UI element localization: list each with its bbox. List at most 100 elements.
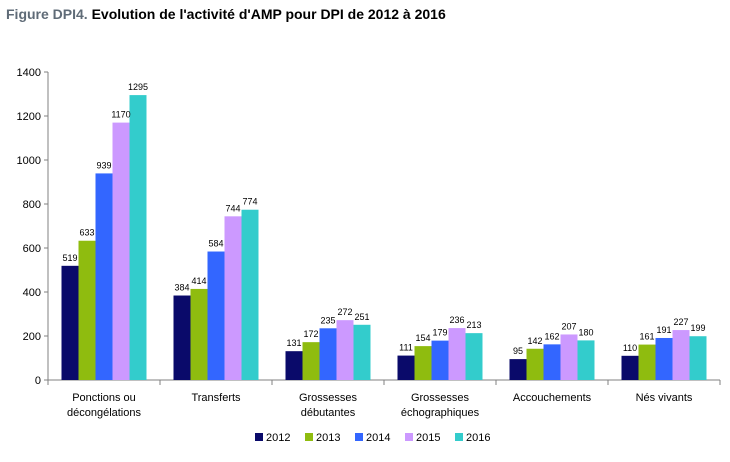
x-category-label-line: Grossesses (299, 392, 358, 404)
bar-2012 (621, 355, 639, 380)
bar-2016 (353, 324, 371, 380)
bar-2016 (465, 333, 483, 380)
bar-2013 (414, 346, 432, 380)
bar-2012 (61, 265, 79, 380)
bar-2016 (689, 336, 707, 380)
data-label-2015: 236 (449, 315, 464, 325)
data-label-2012: 111 (399, 343, 413, 353)
x-category-label: Transferts (191, 392, 241, 404)
bar-2012 (509, 359, 527, 380)
x-category-label-line: décongélations (67, 407, 142, 419)
data-label-2014: 162 (544, 331, 559, 341)
bar-2013 (302, 342, 320, 380)
chart-bars (61, 95, 707, 380)
data-label-2015: 272 (337, 307, 352, 317)
data-label-2016: 774 (242, 197, 257, 207)
chart-data-labels: 5196339391170129538441458474477413117223… (62, 82, 705, 356)
data-label-2013: 161 (639, 332, 654, 342)
x-category-label: Grossesses débutantes (299, 392, 358, 419)
y-tick-label: 1000 (17, 155, 41, 167)
bar-2012 (397, 355, 415, 380)
bar-2015 (560, 334, 578, 380)
data-label-2016: 1295 (128, 82, 148, 92)
bar-2014 (319, 328, 337, 380)
bar-2012 (173, 295, 191, 380)
data-label-2014: 179 (432, 328, 447, 338)
bar-2015 (336, 320, 354, 380)
data-label-2016: 251 (354, 312, 369, 322)
bar-2013 (190, 288, 208, 380)
legend-swatch-2013 (305, 433, 313, 441)
data-label-2016: 180 (578, 327, 593, 337)
bar-2016 (577, 340, 595, 380)
x-category-label: Accouchements (513, 392, 592, 404)
x-category-label-line: Ponctions ou (72, 392, 136, 404)
x-category-label: Nés vivants (636, 392, 693, 404)
data-label-2014: 939 (96, 160, 111, 170)
data-label-2012: 519 (62, 253, 77, 263)
y-tick-label: 1200 (17, 111, 41, 123)
x-category-label: Grossesses échographiques (401, 392, 480, 419)
data-label-2013: 633 (79, 228, 94, 238)
data-label-2013: 414 (191, 276, 206, 286)
x-category-label-line: débutantes (301, 407, 356, 419)
bar-2016 (241, 209, 259, 380)
legend-swatch-2012 (255, 433, 263, 441)
data-label-2012: 95 (513, 346, 523, 356)
figure-title-text: Evolution de l'activité d'AMP pour DPI d… (91, 6, 446, 22)
chart-axes: 0 200 400 600 800 1000 1200 1400 Ponctions ou déc… (17, 67, 721, 419)
x-category-label-line: échographiques (401, 407, 480, 419)
data-label-2014: 235 (320, 315, 335, 325)
figure-number: Figure DPI4. (6, 6, 88, 22)
data-label-2016: 199 (690, 323, 705, 333)
data-label-2016: 213 (466, 320, 481, 330)
y-tick-label: 400 (23, 287, 41, 299)
data-label-2013: 154 (415, 333, 430, 343)
legend-label-2013: 2013 (316, 432, 340, 444)
legend-label-2014: 2014 (366, 432, 390, 444)
bar-2015 (224, 216, 242, 380)
bar-2014 (207, 251, 225, 380)
bar-2014 (431, 340, 449, 380)
data-label-2015: 1170 (111, 110, 130, 120)
data-label-2015: 227 (673, 317, 688, 327)
figure-title: Figure DPI4. Evolution de l'activité d'A… (6, 6, 446, 22)
legend-swatch-2015 (405, 433, 413, 441)
x-category-label-line: Accouchements (513, 392, 592, 404)
legend-label-2012: 2012 (266, 432, 290, 444)
x-category-label-line: Grossesses (411, 392, 470, 404)
bar-2015 (448, 328, 466, 380)
bar-2013 (638, 344, 656, 380)
bar-2013 (78, 240, 96, 380)
legend-swatch-2014 (355, 433, 363, 441)
chart-legend: 2012 2013 2014 2015 2016 (255, 432, 490, 444)
data-label-2012: 110 (623, 343, 637, 353)
data-label-2014: 191 (656, 325, 671, 335)
y-tick-label: 1400 (17, 67, 41, 79)
legend-label-2015: 2015 (416, 432, 440, 444)
x-category-label: Ponctions ou décongélations (67, 392, 142, 419)
data-label-2013: 142 (527, 336, 542, 346)
bar-2016 (129, 95, 147, 380)
bar-2014 (95, 173, 113, 380)
bar-2014 (543, 344, 561, 380)
bar-2013 (526, 348, 544, 380)
y-tick-label: 600 (23, 243, 41, 255)
legend-label-2016: 2016 (466, 432, 490, 444)
legend-swatch-2016 (455, 433, 463, 441)
data-label-2013: 172 (303, 329, 318, 339)
bar-2015 (112, 122, 130, 380)
bar-2012 (285, 351, 303, 380)
x-category-label-line: Nés vivants (636, 392, 693, 404)
y-tick-label: 200 (23, 331, 41, 343)
x-category-label-line: Transferts (191, 392, 241, 404)
data-label-2012: 131 (286, 338, 301, 348)
y-tick-label: 0 (35, 375, 41, 387)
bar-2015 (672, 330, 690, 380)
data-label-2015: 207 (561, 321, 576, 331)
data-label-2015: 744 (225, 203, 240, 213)
data-label-2014: 584 (208, 239, 223, 249)
y-tick-label: 800 (23, 199, 41, 211)
data-label-2012: 384 (174, 283, 189, 293)
